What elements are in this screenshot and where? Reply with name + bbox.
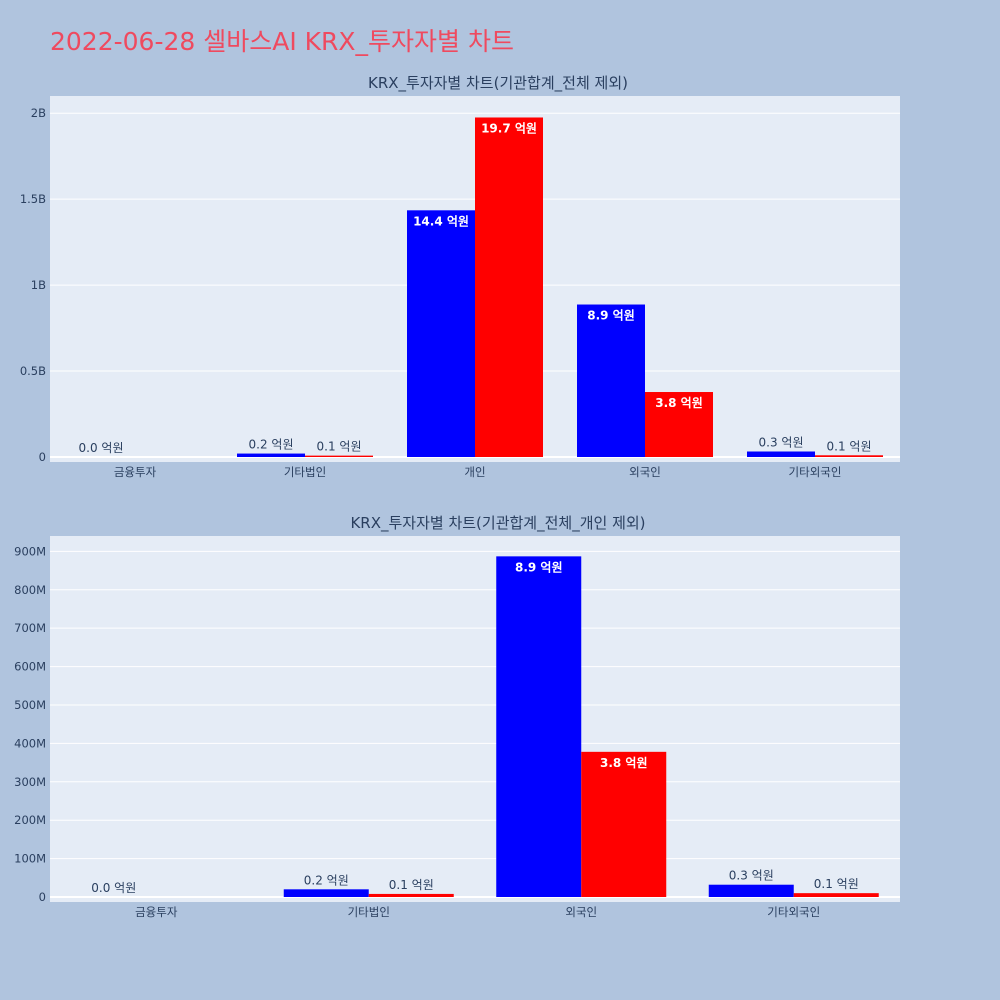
y-tick-label: 600M bbox=[14, 660, 46, 674]
bar bbox=[407, 210, 475, 457]
data-label: 0.2 억원 bbox=[304, 873, 349, 887]
bar bbox=[237, 453, 305, 457]
bar bbox=[708, 884, 794, 897]
y-tick-label: 1B bbox=[31, 278, 46, 292]
y-tick-label: 2B bbox=[31, 106, 46, 120]
data-label: 8.9 억원 bbox=[515, 560, 563, 574]
data-label: 0.1 억원 bbox=[317, 440, 362, 454]
data-label: 0.2 억원 bbox=[249, 438, 294, 452]
main-title: 2022-06-28 셀바스AI KRX_투자자별 차트 bbox=[50, 27, 514, 56]
chart-title: KRX_투자자별 차트(기관합계_전체_개인 제외) bbox=[350, 514, 645, 533]
data-label: 0.3 억원 bbox=[759, 435, 804, 449]
x-tick-label: 금융투자 bbox=[135, 905, 178, 919]
y-tick-label: 900M bbox=[14, 544, 46, 558]
x-tick-label: 외국인 bbox=[629, 465, 661, 479]
data-label: 3.8 억원 bbox=[655, 396, 703, 410]
chart-title: KRX_투자자별 차트(기관합계_전체 제외) bbox=[368, 74, 628, 93]
bar bbox=[815, 455, 883, 457]
bar bbox=[283, 889, 369, 897]
chart-investor-all: KRX_투자자별 차트(기관합계_전체 제외) 0 0.5B 1B 1.5B 2B 금융투자… bbox=[20, 74, 900, 479]
y-tick-label: 700M bbox=[14, 621, 46, 635]
data-label: 0.0 억원 bbox=[79, 441, 124, 455]
y-tick-label: 0 bbox=[39, 450, 46, 464]
bar bbox=[645, 392, 713, 457]
y-tick-label: 100M bbox=[14, 852, 46, 866]
bar bbox=[475, 117, 543, 457]
data-label: 0.0 억원 bbox=[91, 881, 136, 895]
y-tick-label: 0 bbox=[39, 890, 46, 904]
y-tick-label: 500M bbox=[14, 698, 46, 712]
x-tick-label: 기타외국인 bbox=[767, 905, 820, 919]
chart-investor-excl-individual: KRX_투자자별 차트(기관합계_전체_개인 제외) 0 100M 200M 300M 4… bbox=[14, 514, 900, 919]
bar bbox=[747, 451, 815, 457]
data-label: 8.9 억원 bbox=[587, 309, 635, 323]
x-tick-label: 기타법인 bbox=[284, 465, 326, 479]
data-label: 19.7 억원 bbox=[481, 121, 537, 135]
x-tick-label: 기타법인 bbox=[348, 905, 390, 919]
bar bbox=[496, 556, 582, 897]
data-label: 0.1 억원 bbox=[389, 878, 434, 892]
y-tick-label: 800M bbox=[14, 583, 46, 597]
y-tick-label: 300M bbox=[14, 775, 46, 789]
plot-area bbox=[50, 536, 900, 902]
data-label: 14.4 억원 bbox=[413, 214, 469, 228]
y-tick-label: 400M bbox=[14, 736, 46, 750]
x-tick-label: 금융투자 bbox=[114, 465, 157, 479]
y-tick-label: 200M bbox=[14, 813, 46, 827]
data-label: 0.1 억원 bbox=[814, 877, 859, 891]
x-tick-label: 기타외국인 bbox=[789, 465, 842, 479]
bar bbox=[305, 455, 373, 457]
data-label: 3.8 억원 bbox=[600, 756, 648, 770]
y-tick-label: 1.5B bbox=[20, 192, 46, 206]
x-tick-label: 외국인 bbox=[565, 905, 597, 919]
bar bbox=[577, 304, 645, 457]
x-tick-label: 개인 bbox=[464, 465, 485, 479]
data-label: 0.3 억원 bbox=[729, 869, 774, 883]
bar bbox=[793, 893, 879, 897]
bar bbox=[368, 893, 454, 897]
y-tick-label: 0.5B bbox=[20, 364, 46, 378]
data-label: 0.1 억원 bbox=[827, 439, 872, 453]
bar bbox=[581, 751, 667, 897]
